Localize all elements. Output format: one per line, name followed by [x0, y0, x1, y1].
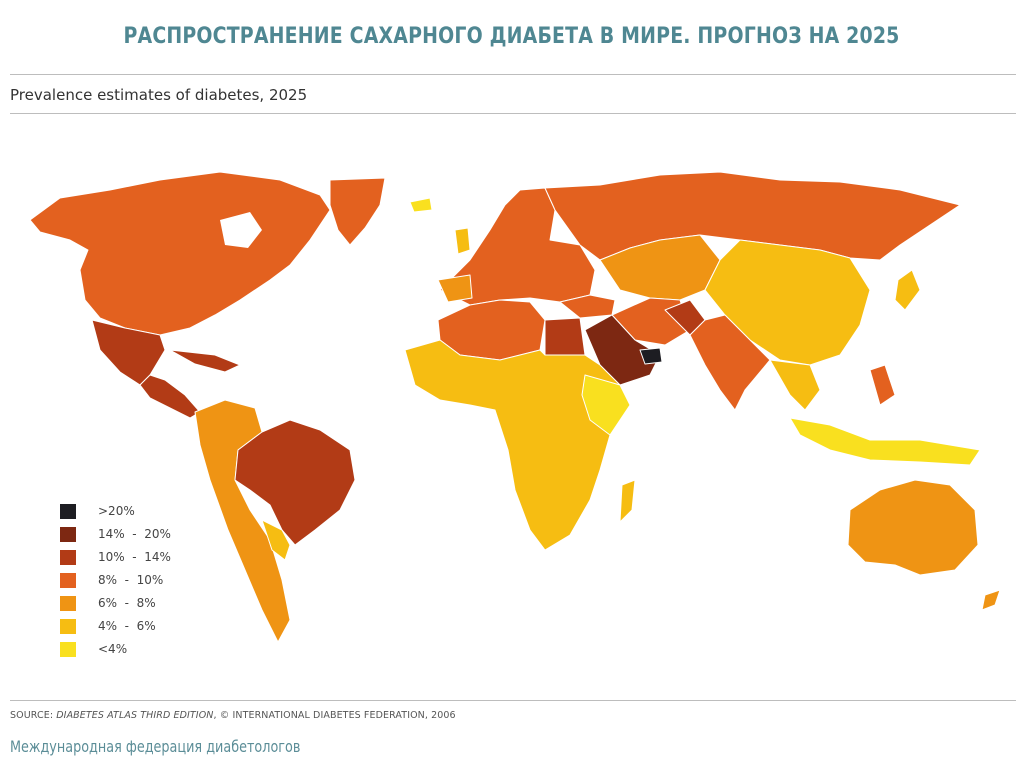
region-southeast-asia-mainland: [769, 359, 821, 411]
region-japan: [894, 269, 921, 311]
source-copyright: , © INTERNATIONAL DIABETES FEDERATION, 2…: [213, 710, 456, 721]
region-greenland: [329, 177, 386, 246]
region-caribbean: [169, 349, 241, 373]
region-sub-saharan-africa: [404, 339, 631, 551]
legend-swatch: [60, 504, 76, 519]
region-australia: [847, 479, 979, 576]
legend-swatch: [60, 642, 76, 657]
legend-swatch: [60, 527, 76, 542]
legend-label: 10% - 14%: [98, 550, 171, 564]
legend-label: 14% - 20%: [98, 527, 171, 541]
source-note: SOURCE: DIABETES ATLAS THIRD EDITION, © …: [10, 710, 456, 721]
footer-caption: Международная федерация диабетологов: [10, 737, 301, 756]
legend-label: <4%: [98, 642, 128, 656]
region-turkey: [559, 294, 616, 319]
legend-label: >20%: [98, 504, 135, 518]
region-egypt: [544, 317, 586, 356]
legend-label: 6% - 8%: [98, 596, 156, 610]
region-europe: [439, 187, 596, 306]
map-subtitle: Prevalence estimates of diabetes, 2025: [10, 86, 308, 104]
title-divider: [10, 74, 1016, 75]
region-madagascar: [619, 479, 636, 523]
region-philippines: [869, 364, 896, 406]
region-north-america: [29, 171, 331, 336]
region-uk: [454, 227, 471, 255]
page-title: РАСПРОСТРАНЕНИЕ САХАРНОГО ДИАБЕТА В МИРЕ…: [123, 24, 900, 49]
region-brazil: [234, 419, 356, 546]
region-east-africa: [581, 374, 631, 436]
hudson-bay: [220, 212, 262, 248]
region-india: [689, 314, 771, 411]
world-map-svg: [29, 171, 1001, 643]
region-iceland: [409, 197, 433, 213]
region-iberia: [437, 274, 473, 303]
source-divider: [10, 700, 1016, 701]
subtitle-divider: [10, 113, 1016, 114]
world-map: [0, 150, 1023, 670]
region-south-america-west: [194, 399, 291, 643]
region-central-america: [139, 374, 201, 419]
legend-swatch: [60, 596, 76, 611]
legend-label: 4% - 6%: [98, 619, 156, 633]
region-southeast-asia: [789, 417, 981, 466]
source-prefix: SOURCE:: [10, 710, 57, 721]
region-uae: [639, 347, 663, 365]
legend-swatch: [60, 550, 76, 565]
region-southern-cone: [261, 519, 291, 561]
legend-swatch: [60, 619, 76, 634]
legend-swatch: [60, 573, 76, 588]
legend-label: 8% - 10%: [98, 573, 164, 587]
source-publication: DIABETES ATLAS THIRD EDITION: [56, 710, 214, 721]
region-new-zealand: [981, 589, 1001, 611]
